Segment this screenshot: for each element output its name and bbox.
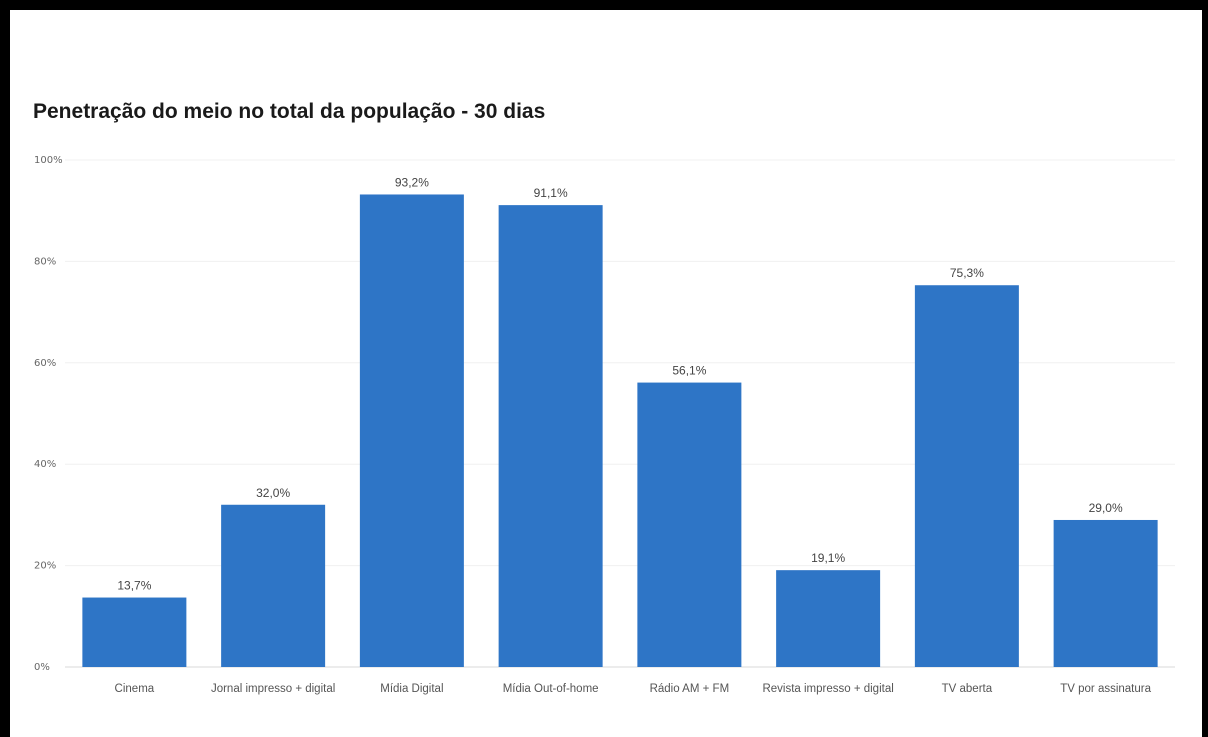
- data-label: 13,7%: [117, 579, 151, 593]
- x-category-label: TV por assinatura: [1060, 683, 1151, 695]
- x-category-label: Revista impresso + digital: [762, 683, 893, 695]
- bar-1: [221, 504, 326, 667]
- bar-3: [498, 205, 603, 668]
- x-category-label: Mídia Digital: [380, 683, 443, 695]
- y-axis-tick-labels: 0% 20% 40% 60% 80% 100%: [34, 155, 63, 673]
- bar-0: [82, 597, 187, 667]
- data-labels: 13,7% 32,0% 93,2% 91,1% 56,1% 19,1% 75,3% 29,0%: [117, 175, 1123, 592]
- data-label: 56,1%: [672, 364, 706, 378]
- y-tick-label: 100%: [34, 155, 63, 166]
- x-axis-category-labels: Cinema Jornal impresso + digital Mídia Dig…: [115, 683, 1152, 695]
- y-tick-label: 0%: [34, 662, 50, 673]
- data-label: 32,0%: [256, 486, 290, 500]
- y-tick-label: 60%: [34, 358, 56, 369]
- y-tick-label: 40%: [34, 459, 56, 470]
- data-label: 91,1%: [534, 186, 568, 200]
- bar-4: [637, 382, 742, 667]
- x-category-label: Rádio AM + FM: [650, 683, 730, 695]
- x-category-label: Cinema: [115, 683, 155, 695]
- data-label: 19,1%: [811, 551, 845, 565]
- bar-6: [914, 285, 1019, 667]
- x-category-label: Mídia Out-of-home: [503, 683, 599, 695]
- x-category-label: TV aberta: [942, 683, 993, 695]
- chart-title: Penetração do meio no total da população…: [33, 100, 545, 123]
- y-tick-label: 80%: [34, 256, 56, 267]
- data-label: 75,3%: [950, 266, 984, 280]
- y-tick-label: 20%: [34, 561, 56, 572]
- x-category-label: Jornal impresso + digital: [211, 683, 335, 695]
- bar-7: [1053, 519, 1158, 667]
- data-label: 29,0%: [1089, 501, 1123, 515]
- bar-5: [776, 570, 881, 667]
- data-label: 93,2%: [395, 175, 429, 189]
- bars: [82, 194, 1158, 668]
- bar-2: [359, 194, 464, 667]
